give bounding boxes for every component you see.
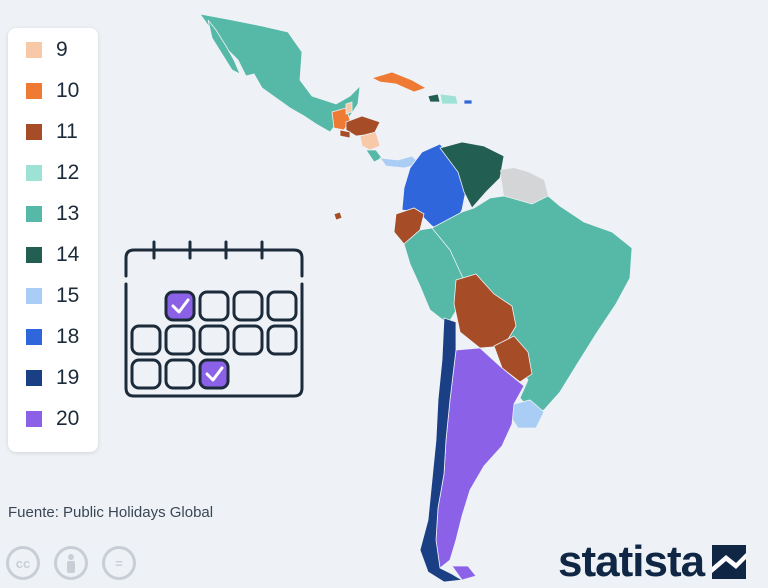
region-galapagos [333, 211, 343, 221]
legend-label: 13 [56, 202, 80, 225]
region-chile [419, 317, 464, 583]
region-bolivia [453, 273, 517, 349]
legend-label: 18 [56, 325, 80, 348]
legend-label: 10 [56, 79, 80, 102]
region-dominican [439, 93, 459, 105]
source-note: Fuente: Public Holidays Global [8, 504, 214, 521]
calendar-icon [124, 240, 304, 398]
legend: 9 10 11 12 13 14 15 18 19 20 [8, 28, 98, 452]
legend-swatch [26, 83, 42, 99]
legend-item: 19 [26, 366, 79, 390]
legend-swatch [26, 288, 42, 304]
legend-swatch [26, 247, 42, 263]
legend-item: 13 [26, 202, 79, 226]
region-cuba [370, 71, 427, 93]
legend-item: 18 [26, 325, 79, 349]
legend-swatch [26, 42, 42, 58]
legend-label: 14 [56, 243, 80, 266]
region-haiti [427, 93, 441, 103]
attribution-icon[interactable] [54, 546, 88, 580]
legend-swatch [26, 411, 42, 427]
statista-logo[interactable]: statista [558, 537, 747, 586]
legend-label: 19 [56, 366, 80, 389]
legend-item: 14 [26, 243, 79, 267]
legend-label: 9 [56, 38, 68, 61]
legend-item: 12 [26, 161, 79, 185]
legend-swatch [26, 206, 42, 222]
legend-item: 9 [26, 38, 68, 62]
legend-label: 15 [56, 284, 80, 307]
legend-label: 20 [56, 407, 80, 430]
legend-item: 10 [26, 79, 79, 103]
region-belize [345, 101, 353, 115]
statista-mark-icon [712, 545, 747, 579]
region-tierradelfuego [451, 565, 477, 581]
region-costarica [365, 149, 383, 163]
legend-item: 20 [26, 407, 79, 431]
region-venezuela [439, 141, 505, 209]
region-elsalvador [339, 129, 351, 139]
legend-swatch [26, 124, 42, 140]
cc-icon[interactable]: cc [6, 546, 40, 580]
legend-swatch [26, 165, 42, 181]
region-baja [207, 19, 241, 75]
region-puertorico [463, 99, 473, 105]
legend-swatch [26, 370, 42, 386]
legend-label: 12 [56, 161, 80, 184]
legend-swatch [26, 329, 42, 345]
brand-wordmark: statista [558, 537, 705, 586]
legend-label: 11 [56, 120, 78, 143]
region-nicaragua [359, 131, 381, 151]
license-icons: cc = [6, 546, 136, 580]
legend-item: 15 [26, 284, 79, 308]
legend-item: 11 [26, 120, 78, 144]
no-derivatives-icon[interactable]: = [102, 546, 136, 580]
